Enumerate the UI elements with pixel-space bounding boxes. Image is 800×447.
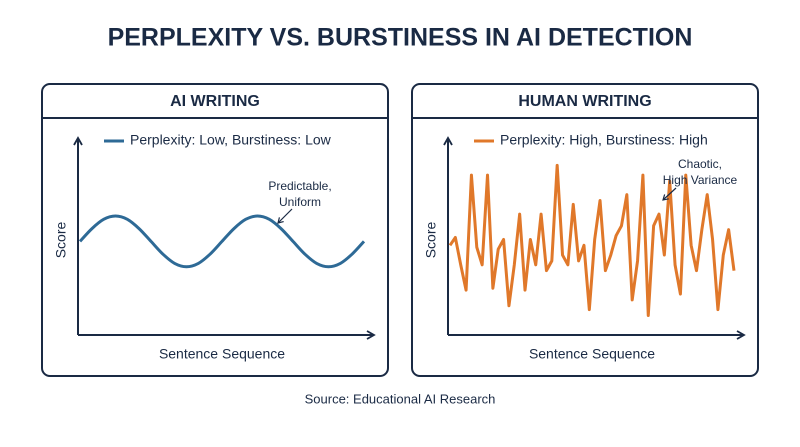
data-line [448,163,736,317]
panel-title: AI WRITING [170,93,260,110]
x-axis-label: Sentence Sequence [529,346,655,362]
source: Source: Educational AI Research [305,391,496,406]
y-axis-label: Score [423,222,439,259]
annotation: High Variance [663,173,738,187]
annotation: Uniform [279,195,321,209]
legend-label: Perplexity: Low, Burstiness: Low [130,132,332,148]
x-axis-label: Sentence Sequence [159,346,285,362]
annotation-arrow [277,208,293,224]
y-axis-label: Score [53,222,69,259]
panel-title: HUMAN WRITING [518,93,651,110]
data-line [78,214,366,269]
annotation: Predictable, [268,179,331,193]
annotation: Chaotic, [678,157,722,171]
legend-label: Perplexity: High, Burstiness: High [500,132,708,148]
panel [41,83,389,377]
panel [411,83,759,377]
annotation-arrow [662,187,677,201]
page-title: PERPLEXITY VS. BURSTINESS IN AI DETECTIO… [108,24,693,52]
